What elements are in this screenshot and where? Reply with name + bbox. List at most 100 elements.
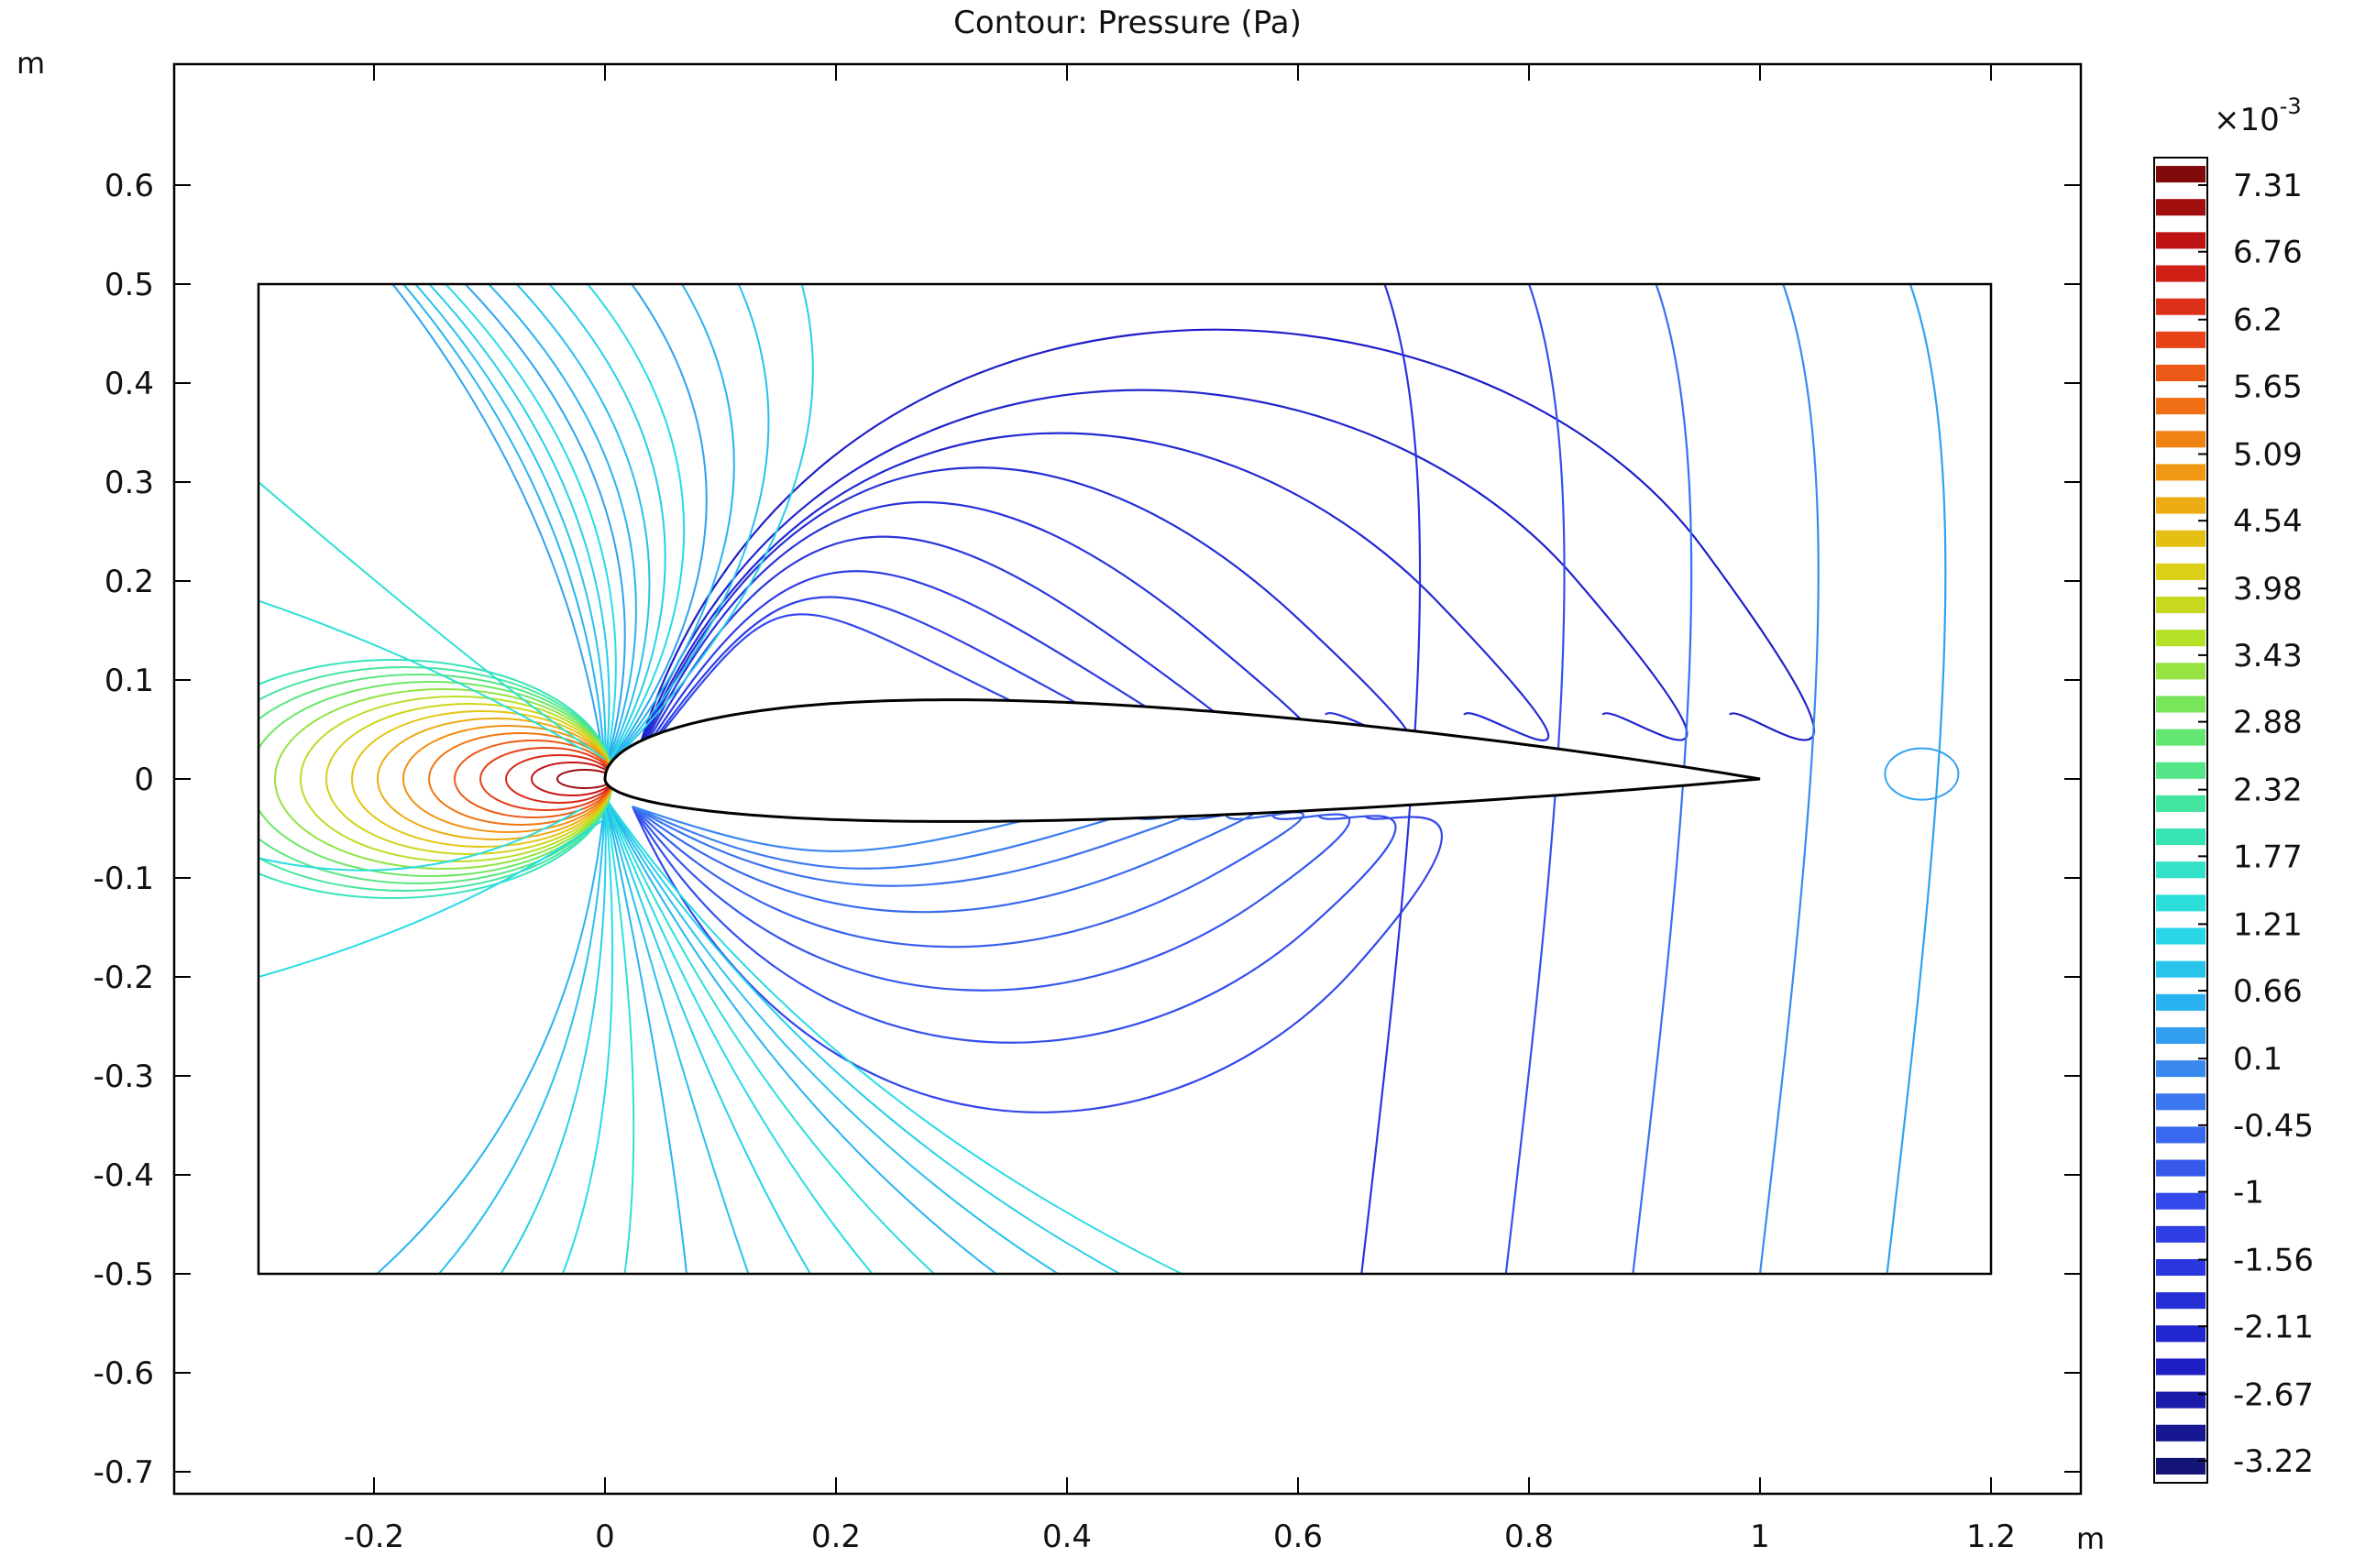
- colorbar-band: [2156, 1060, 2206, 1078]
- colorbar-band: [2156, 960, 2206, 978]
- contour-line: [631, 389, 1688, 771]
- colorbar-band: [2156, 1424, 2206, 1442]
- contour-line: [258, 599, 583, 751]
- colorbar-band: [2156, 232, 2206, 249]
- y-tick-label: 0.3: [104, 465, 154, 501]
- colorbar: 7.31 6.76 6.2 5.65 5.09 4.54 3.98 3.43 2.88 2.32 1…: [2153, 157, 2314, 1484]
- colorbar-band: [2156, 1026, 2206, 1045]
- colorbar-tick-label: 2.32: [2233, 773, 2303, 809]
- contour-line: [454, 740, 613, 818]
- contour-line: [1360, 284, 1422, 1274]
- contour-line: [377, 718, 613, 840]
- colorbar-band: [2156, 993, 2206, 1011]
- contour-line: [604, 796, 1184, 1274]
- contour-line: [413, 284, 607, 771]
- colorbar-band: [2156, 596, 2206, 614]
- x-tick-label: 0: [595, 1519, 615, 1555]
- colorbar-band: [2156, 663, 2206, 680]
- y-tick-label: 0: [134, 762, 154, 798]
- contour-line: [427, 284, 610, 771]
- contour-line: [325, 703, 613, 855]
- contour-line: [479, 747, 613, 811]
- colorbar-tick-label: -1: [2233, 1175, 2264, 1212]
- contour-line: [444, 284, 617, 771]
- colorbar-tick-label: -2.11: [2233, 1309, 2314, 1345]
- y-tick-label: -0.7: [94, 1454, 154, 1491]
- colorbar-tick-label: 0.66: [2233, 973, 2303, 1010]
- contour-line: [487, 284, 637, 771]
- contour-line: [258, 659, 613, 899]
- contour-line: [604, 284, 770, 771]
- y-tick-label: 0.2: [104, 564, 154, 600]
- colorbar-tick-label: 5.09: [2233, 436, 2303, 473]
- colorbar-exponent-base: ×10: [2214, 102, 2280, 138]
- colorbar-band: [2156, 927, 2206, 945]
- y-tick-label: -0.6: [94, 1355, 154, 1392]
- contour-line: [604, 796, 750, 1274]
- colorbar-tick-label: 3.98: [2233, 571, 2303, 608]
- contour-line: [604, 796, 688, 1274]
- colorbar-band: [2156, 828, 2206, 846]
- colorbar-band: [2156, 630, 2206, 647]
- colorbar-band: [2156, 166, 2206, 183]
- contour-line: [604, 284, 814, 771]
- contour-line: [463, 284, 626, 771]
- contour-line: [632, 806, 1351, 992]
- colorbar-band: [2156, 199, 2206, 216]
- contour-line: [547, 284, 666, 771]
- contour-line: [631, 432, 1550, 771]
- colorbar-band: [2156, 894, 2206, 912]
- contour-line: [604, 796, 1061, 1274]
- colorbar-exponent-power: -3: [2280, 93, 2302, 119]
- contour-line: [1632, 284, 1693, 1274]
- colorbar-band: [2156, 364, 2206, 382]
- contour-line: [531, 762, 613, 796]
- colorbar-tick-label: -2.67: [2233, 1376, 2314, 1413]
- colorbar-band: [2156, 563, 2206, 580]
- y-tick-label: -0.2: [94, 959, 154, 996]
- colorbar-band: [2156, 265, 2206, 282]
- y-tick-label: -0.4: [94, 1157, 154, 1194]
- colorbar-band: [2156, 1391, 2206, 1409]
- contour-line: [604, 796, 936, 1274]
- colorbar-band: [2156, 331, 2206, 348]
- x-tick-label: 0.2: [811, 1519, 861, 1555]
- contour-line: [631, 806, 1444, 1113]
- colorbar-tick-label: 6.2: [2233, 302, 2282, 339]
- contour-line: [632, 806, 1304, 948]
- colorbar-tick-label: 3.43: [2233, 638, 2303, 674]
- y-tick-label: -0.1: [94, 861, 154, 897]
- y-tick-label: -0.3: [94, 1058, 154, 1095]
- contour-line: [258, 817, 606, 978]
- contour-line: [604, 796, 874, 1274]
- x-axis-ticks: -0.2 0 0.2 0.4 0.6 0.8 1 1.2: [344, 64, 2016, 1555]
- colorbar-band: [2156, 1126, 2206, 1144]
- colorbar-band: [2156, 1358, 2206, 1376]
- contour-line: [351, 710, 613, 848]
- y-tick-label: 0.1: [104, 663, 154, 699]
- y-axis-ticks: 0.6 0.5 0.4 0.3 0.2 0.1 0 -0.1 -0.2 -0.3 -0.4 -0.5 -…: [94, 168, 2081, 1491]
- colorbar-tick-label: 2.88: [2233, 705, 2303, 741]
- colorbar-tick-label: 1.77: [2233, 839, 2303, 875]
- x-tick-label: 1.2: [1966, 1519, 2016, 1555]
- colorbar-band: [2156, 696, 2206, 713]
- y-tick-label: 0.4: [104, 366, 154, 402]
- contour-line: [604, 284, 708, 771]
- colorbar-band: [2156, 298, 2206, 315]
- contour-line: [402, 284, 606, 771]
- y-tick-label: 0.6: [104, 168, 154, 204]
- contour-line: [505, 754, 613, 804]
- colorbar-band: [2156, 1093, 2206, 1111]
- airfoil-outline: [603, 698, 1761, 823]
- colorbar-band: [2156, 398, 2206, 415]
- contour-line: [604, 796, 998, 1274]
- y-tick-label: -0.5: [94, 1256, 154, 1293]
- colorbar-tick-label: 1.21: [2233, 906, 2303, 943]
- colorbar-band: [2156, 762, 2206, 779]
- colorbar-band: [2156, 497, 2206, 514]
- x-tick-label: 1: [1750, 1519, 1770, 1555]
- colorbar-frame: [2153, 157, 2208, 1484]
- contour-line: [1886, 284, 1947, 1274]
- colorbar-band: [2156, 729, 2206, 746]
- x-tick-label: -0.2: [344, 1519, 404, 1555]
